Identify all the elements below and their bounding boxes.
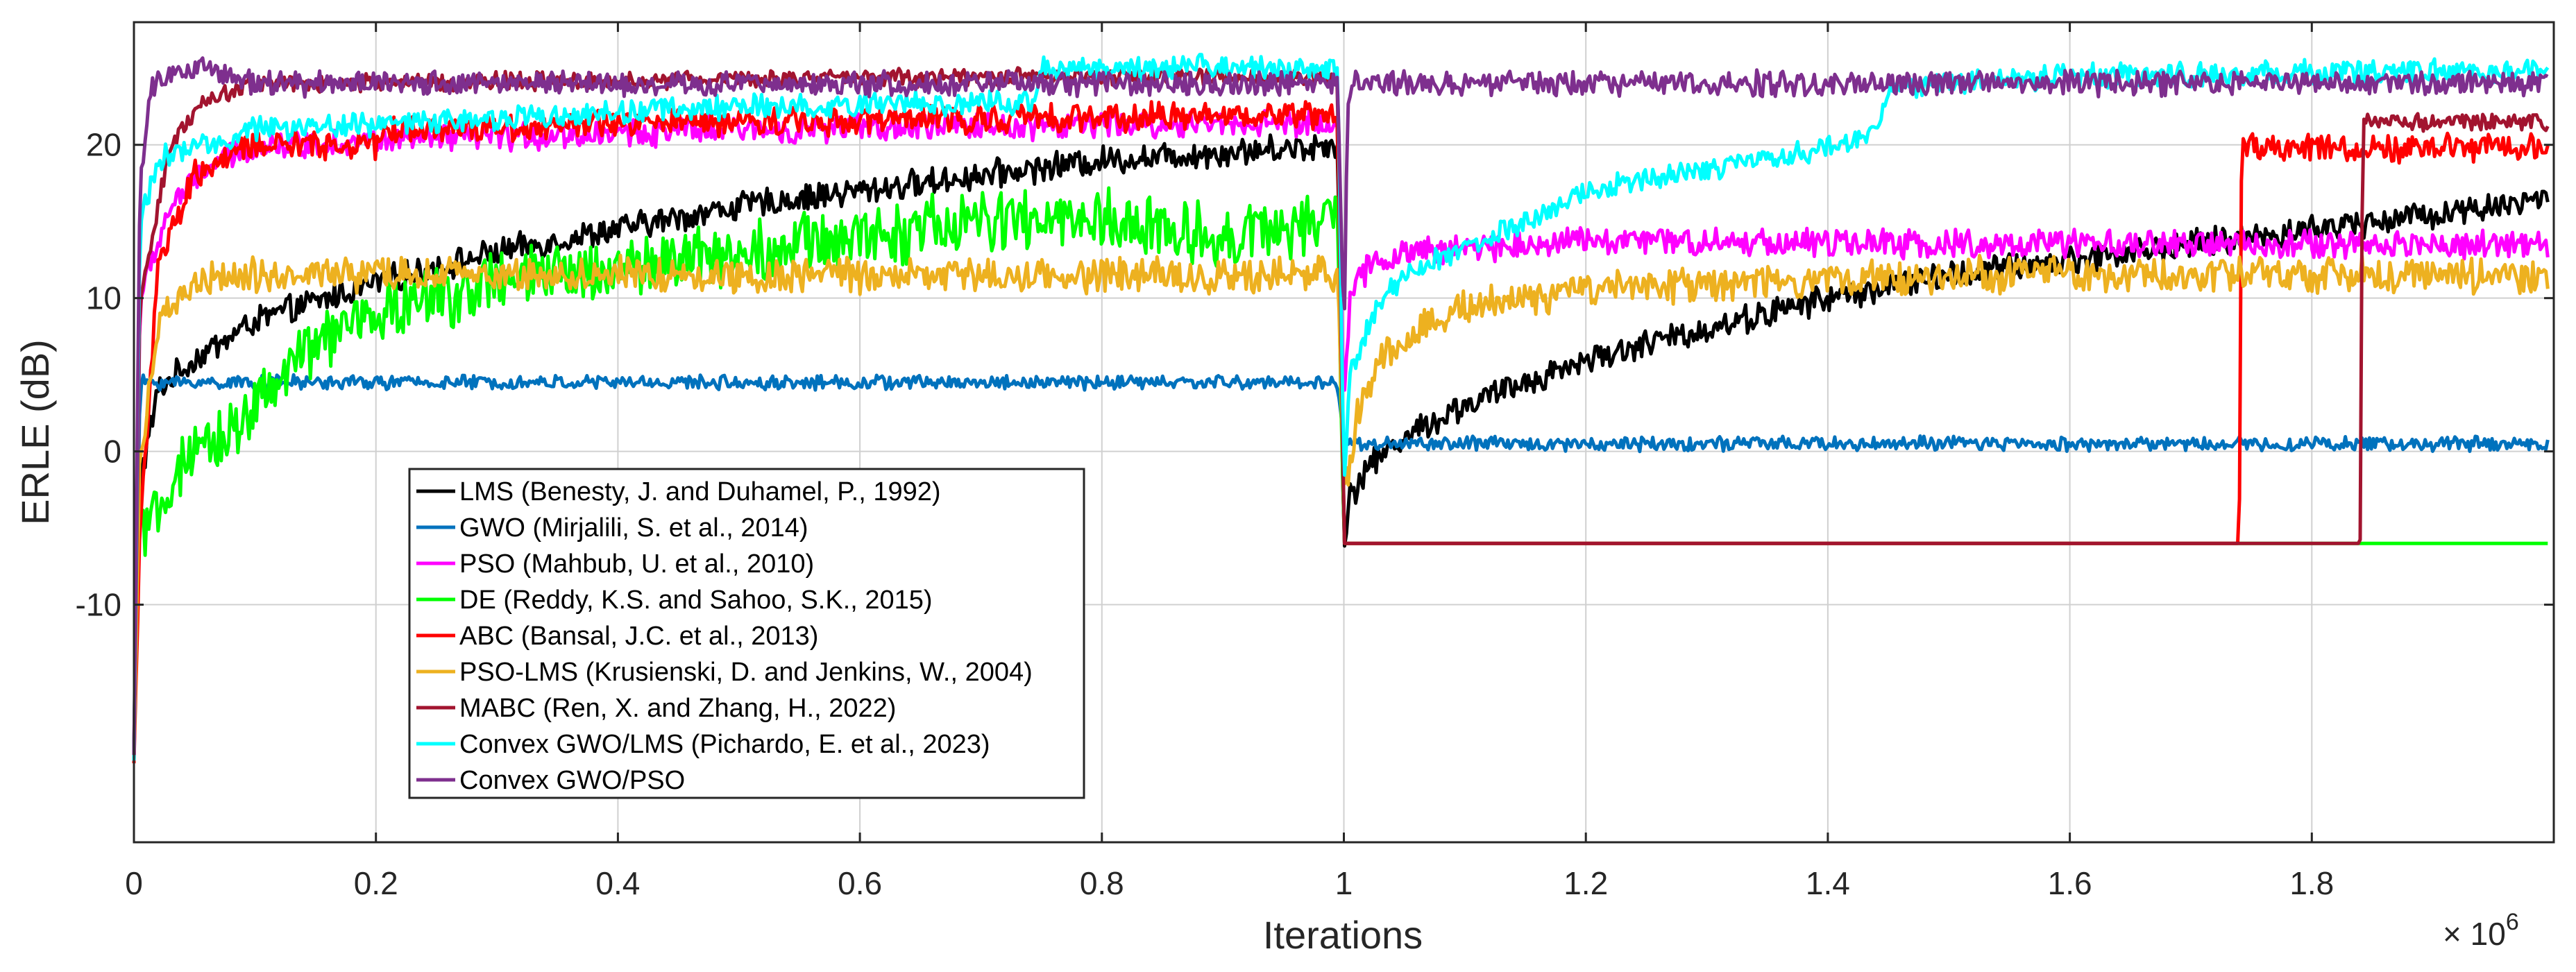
x-axis-label: Iterations	[1263, 913, 1423, 957]
x-tick-label: 1.2	[1564, 865, 1608, 901]
y-axis-label: ERLE (dB)	[13, 339, 57, 525]
legend: LMS (Benesty, J. and Duhamel, P., 1992) G…	[408, 468, 1085, 799]
x-tick-label: 0.6	[838, 865, 882, 901]
legend-label-lms: LMS (Benesty, J. and Duhamel, P., 1992)	[459, 477, 941, 506]
y-tick-label: -10	[76, 587, 121, 623]
x-tick-label: 0	[125, 865, 143, 901]
x-tick-label: 0.8	[1080, 865, 1124, 901]
y-tick-labels: 20 10 0 -10	[76, 127, 121, 623]
series-line-convex-gwo-pso	[132, 56, 2549, 756]
x-tick-label: 1.8	[2289, 865, 2334, 901]
legend-label-abc: ABC (Bansal, J.C. et al., 2013)	[459, 622, 818, 651]
y-tick-label: 10	[86, 280, 121, 316]
y-tick-label: 0	[103, 434, 121, 470]
x-axis-multiplier: × 106	[2443, 909, 2519, 952]
legend-entries: LMS (Benesty, J. and Duhamel, P., 1992) G…	[416, 477, 1033, 795]
y-tick-label: 20	[86, 127, 121, 163]
legend-label-gwo: GWO (Mirjalili, S. et al., 2014)	[459, 513, 808, 543]
x-tick-label: 1.4	[1806, 865, 1850, 901]
legend-label-mabc: MABC (Ren, X. and Zhang, H., 2022)	[459, 694, 896, 723]
legend-box	[408, 468, 1085, 799]
x-tick-label: 1.6	[2048, 865, 2092, 901]
legend-label-de: DE (Reddy, K.S. and Sahoo, S.K., 2015)	[459, 586, 933, 615]
x-tick-label: 0.2	[354, 865, 398, 901]
x-axis-multiplier-exponent: 6	[2506, 909, 2519, 935]
x-tick-labels: 0 0.2 0.4 0.6 0.8 1 1.2 1.4 1.6 1.8	[125, 865, 2334, 901]
series-lines	[132, 53, 2550, 764]
legend-label-convex-gwo-lms: Convex GWO/LMS (Pichardo, E. et al., 202…	[459, 730, 990, 759]
x-tick-label: 0.4	[595, 865, 640, 901]
legend-label-pso-lms: PSO-LMS (Krusienski, D. and Jenkins, W.,…	[459, 658, 1033, 687]
x-axis-multiplier-base: × 10	[2443, 916, 2506, 952]
axis-ticks	[133, 22, 2554, 842]
legend-label-pso: PSO (Mahbub, U. et al., 2010)	[459, 549, 814, 579]
x-tick-label: 1	[1335, 865, 1353, 901]
legend-label-convex-gwo-pso: Convex GWO/PSO	[459, 766, 685, 795]
